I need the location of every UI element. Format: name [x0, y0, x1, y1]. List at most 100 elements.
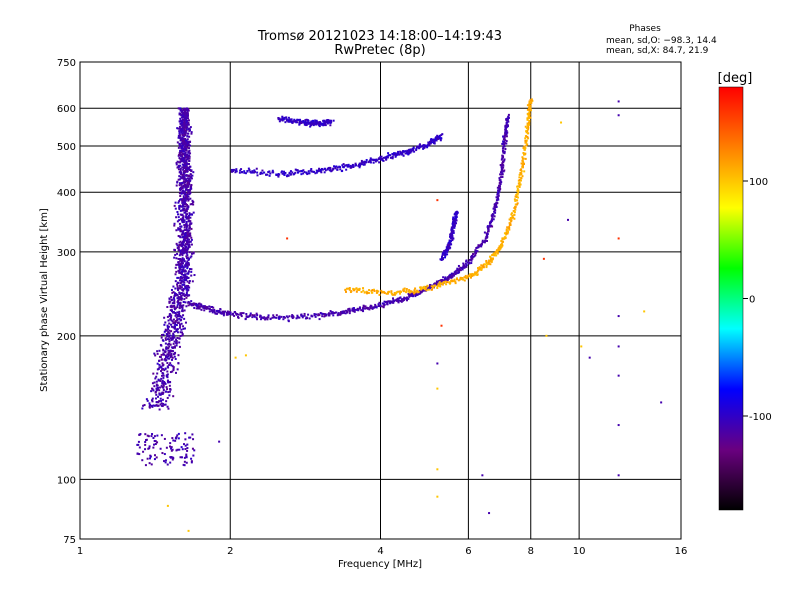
data-point — [159, 365, 162, 368]
data-point — [176, 448, 179, 451]
data-point — [186, 262, 189, 265]
data-point — [502, 142, 505, 145]
data-point — [144, 443, 147, 446]
data-point — [185, 186, 188, 189]
data-point — [189, 126, 192, 129]
data-point — [164, 403, 167, 406]
data-point — [445, 281, 448, 284]
data-point — [180, 260, 183, 263]
data-point — [203, 309, 206, 312]
data-point — [179, 205, 182, 208]
data-point — [318, 167, 321, 170]
data-point — [326, 122, 329, 125]
data-point — [148, 404, 151, 407]
data-point — [186, 123, 189, 126]
data-point — [526, 122, 529, 125]
data-point — [153, 454, 156, 457]
data-point — [244, 354, 247, 357]
data-point — [397, 150, 400, 153]
data-point — [187, 175, 190, 178]
data-point — [380, 155, 383, 158]
data-point — [347, 163, 350, 166]
data-point — [393, 152, 396, 155]
data-point — [230, 170, 233, 173]
data-point — [183, 158, 186, 161]
data-point — [391, 156, 394, 159]
data-point — [183, 229, 186, 232]
data-point — [183, 456, 186, 459]
data-point — [176, 321, 179, 324]
data-point — [179, 150, 182, 153]
data-point — [181, 144, 184, 147]
data-point — [429, 283, 432, 286]
data-point — [181, 448, 184, 451]
data-point — [188, 157, 191, 160]
data-point — [294, 119, 297, 122]
data-point — [315, 123, 318, 126]
data-point — [256, 171, 259, 174]
data-point — [373, 289, 376, 292]
data-point — [392, 297, 395, 300]
data-point — [185, 288, 188, 291]
data-point — [480, 267, 483, 270]
data-point — [176, 287, 179, 290]
data-point — [320, 167, 323, 170]
data-point — [161, 368, 164, 371]
data-point — [189, 187, 192, 190]
data-point — [403, 150, 406, 153]
data-point — [476, 270, 479, 273]
data-point — [440, 278, 443, 281]
data-point — [372, 161, 375, 164]
data-point — [174, 253, 177, 256]
data-point — [193, 303, 196, 306]
data-point — [512, 210, 515, 213]
data-point — [182, 289, 185, 292]
data-point — [178, 178, 181, 181]
data-point — [360, 309, 363, 312]
data-point — [464, 262, 467, 265]
data-point — [489, 224, 492, 227]
data-point — [187, 219, 190, 222]
data-point — [265, 173, 268, 176]
data-point — [310, 168, 313, 171]
data-point — [330, 312, 333, 315]
data-point — [333, 165, 336, 168]
data-point — [184, 125, 187, 128]
data-point — [151, 397, 154, 400]
data-point — [190, 243, 193, 246]
data-point — [371, 289, 374, 292]
data-point — [180, 114, 183, 117]
data-point — [287, 319, 290, 322]
data-point — [486, 225, 489, 228]
data-point — [175, 324, 178, 327]
data-point — [413, 292, 416, 295]
data-point — [191, 174, 194, 177]
data-point — [190, 461, 193, 464]
data-point — [317, 170, 320, 173]
data-point — [447, 246, 450, 249]
data-point — [151, 388, 154, 391]
data-point — [313, 170, 316, 173]
data-point — [442, 276, 445, 279]
data-point — [313, 122, 316, 125]
data-point — [166, 379, 169, 382]
data-point — [528, 119, 531, 122]
data-point — [162, 384, 165, 387]
data-point — [503, 150, 506, 153]
data-point — [485, 264, 488, 267]
data-point — [357, 309, 360, 312]
data-point — [169, 313, 172, 316]
data-point — [454, 216, 457, 219]
data-point — [176, 276, 179, 279]
data-point — [181, 153, 184, 156]
data-point — [179, 296, 182, 299]
data-point — [413, 150, 416, 153]
data-point — [179, 153, 182, 156]
data-point — [389, 156, 392, 159]
data-point — [323, 119, 326, 122]
data-point — [452, 220, 455, 223]
data-point — [188, 154, 191, 157]
data-point — [348, 287, 351, 290]
data-point — [182, 238, 185, 241]
